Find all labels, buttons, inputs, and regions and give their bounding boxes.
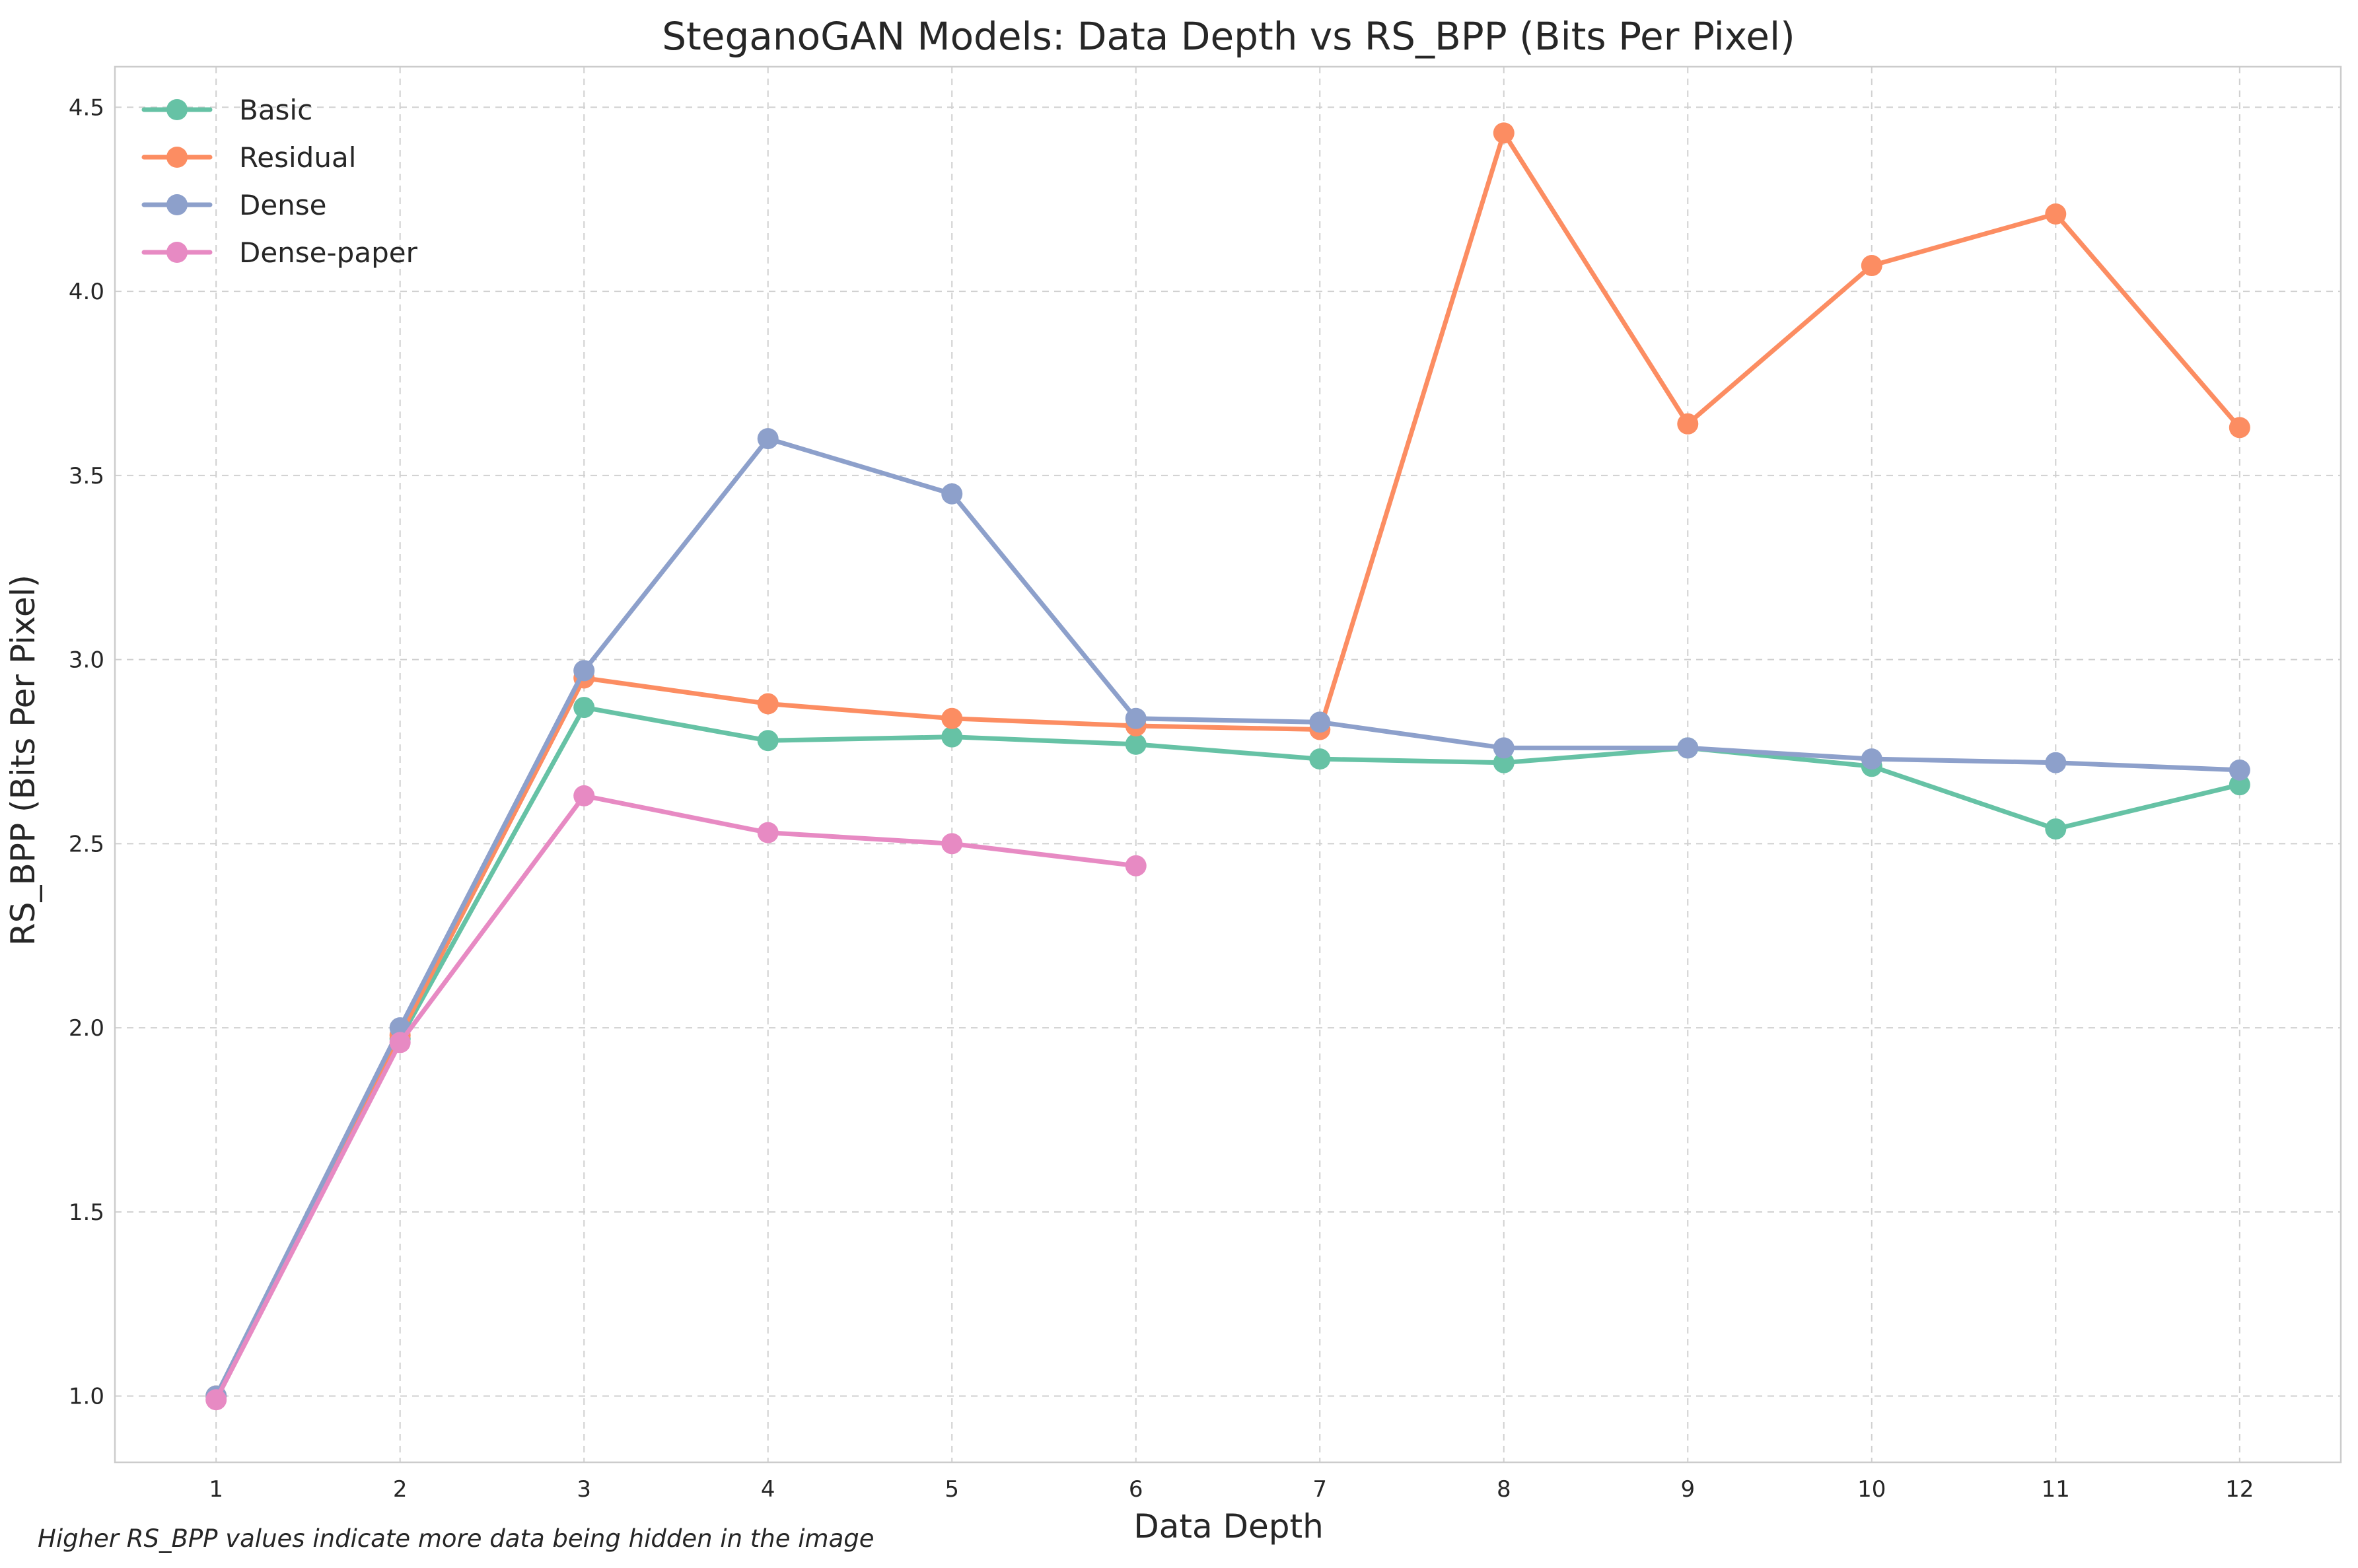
series-line-basic <box>213 705 2242 1399</box>
legend-label-dense: Dense <box>239 189 327 221</box>
series-lines <box>205 122 2250 1411</box>
x-tick-label: 3 <box>577 1476 591 1503</box>
legend-label-residual: Residual <box>239 141 356 174</box>
x-tick-label: 6 <box>1129 1476 1143 1503</box>
data-point-basic <box>757 730 779 752</box>
data-point-dense <box>941 483 963 505</box>
data-point-basic <box>1125 733 1147 755</box>
legend-marker-dense <box>166 194 188 215</box>
x-tick-label: 4 <box>761 1476 775 1503</box>
y-tick-label: 1.0 <box>69 1384 104 1410</box>
series-line-dense <box>213 436 2242 1399</box>
footnote-annotation: Higher RS_BPP values indicate more data … <box>38 1524 875 1553</box>
data-point-dense <box>1309 711 1331 733</box>
x-tick-label: 10 <box>1857 1476 1886 1503</box>
data-point-residual <box>757 693 779 715</box>
legend-label-dense-paper: Dense-paper <box>239 236 418 269</box>
data-point-dense <box>757 428 779 450</box>
data-point-dense <box>2045 752 2067 773</box>
x-tick-label: 12 <box>2225 1476 2254 1503</box>
data-point-basic <box>2229 774 2250 796</box>
data-point-dense-paper <box>573 785 595 806</box>
legend-entry-basic: Basic <box>141 94 312 126</box>
data-point-dense <box>1493 737 1515 759</box>
series-dense-paper <box>205 785 1147 1411</box>
data-point-dense-paper <box>389 1032 411 1053</box>
data-point-dense <box>2229 759 2250 781</box>
data-point-dense <box>1861 748 1882 770</box>
data-point-dense <box>1125 707 1147 729</box>
data-point-residual <box>941 707 963 729</box>
legend-label-basic: Basic <box>239 94 312 126</box>
x-tick-label: 1 <box>209 1476 223 1503</box>
legend-entry-dense: Dense <box>141 189 327 221</box>
data-point-dense-paper <box>1125 855 1147 876</box>
plot-area-frame <box>114 65 2342 1464</box>
data-point-dense-paper <box>205 1389 227 1411</box>
data-point-basic <box>573 697 595 719</box>
y-tick-label: 2.5 <box>69 831 104 857</box>
data-point-residual <box>1677 413 1699 435</box>
y-tick-label: 3.0 <box>69 647 104 674</box>
data-point-dense <box>573 660 595 682</box>
data-point-residual <box>2229 417 2250 439</box>
data-point-residual <box>1493 122 1515 144</box>
y-tick-label: 4.5 <box>69 94 104 121</box>
data-point-dense-paper <box>941 833 963 855</box>
series-line-residual <box>213 130 2242 1399</box>
x-tick-label: 11 <box>2042 1476 2070 1503</box>
chart-title: SteganoGAN Models: Data Depth vs RS_BPP … <box>662 14 1795 59</box>
legend-marker-basic <box>166 99 188 120</box>
x-tick-label: 7 <box>1312 1476 1327 1503</box>
legend: Basic Residual Dense Dense-paper <box>141 94 418 269</box>
legend-entry-residual: Residual <box>141 141 356 174</box>
series-line-dense-paper <box>213 793 1139 1402</box>
x-tick-label: 5 <box>945 1476 959 1503</box>
y-tick-label: 4.0 <box>69 279 104 305</box>
legend-entry-dense-paper: Dense-paper <box>141 236 418 269</box>
data-point-basic <box>2045 818 2067 840</box>
x-tick-label: 2 <box>393 1476 408 1503</box>
axis-ticks: 1 2 3 4 5 6 7 8 9 10 11 121.01.52.02.53.03.54.04.5 <box>69 94 2254 1503</box>
data-point-dense-paper <box>757 822 779 843</box>
data-point-residual <box>2045 203 2067 225</box>
x-tick-label: 8 <box>1497 1476 1511 1503</box>
data-point-basic <box>1309 748 1331 770</box>
y-axis-label: RS_BPP (Bits Per Pixel) <box>4 575 42 946</box>
legend-marker-dense-paper <box>166 242 188 263</box>
data-point-dense <box>1677 737 1699 759</box>
data-point-basic <box>1493 752 1515 773</box>
y-tick-label: 3.5 <box>69 463 104 489</box>
data-point-basic <box>941 726 963 748</box>
data-point-residual <box>1861 255 1882 277</box>
grid <box>115 67 2341 1462</box>
x-axis-label: Data Depth <box>1133 1507 1324 1546</box>
x-tick-label: 9 <box>1680 1476 1695 1503</box>
y-tick-label: 1.5 <box>69 1199 104 1226</box>
legend-marker-residual <box>166 147 188 168</box>
y-tick-label: 2.0 <box>69 1015 104 1042</box>
